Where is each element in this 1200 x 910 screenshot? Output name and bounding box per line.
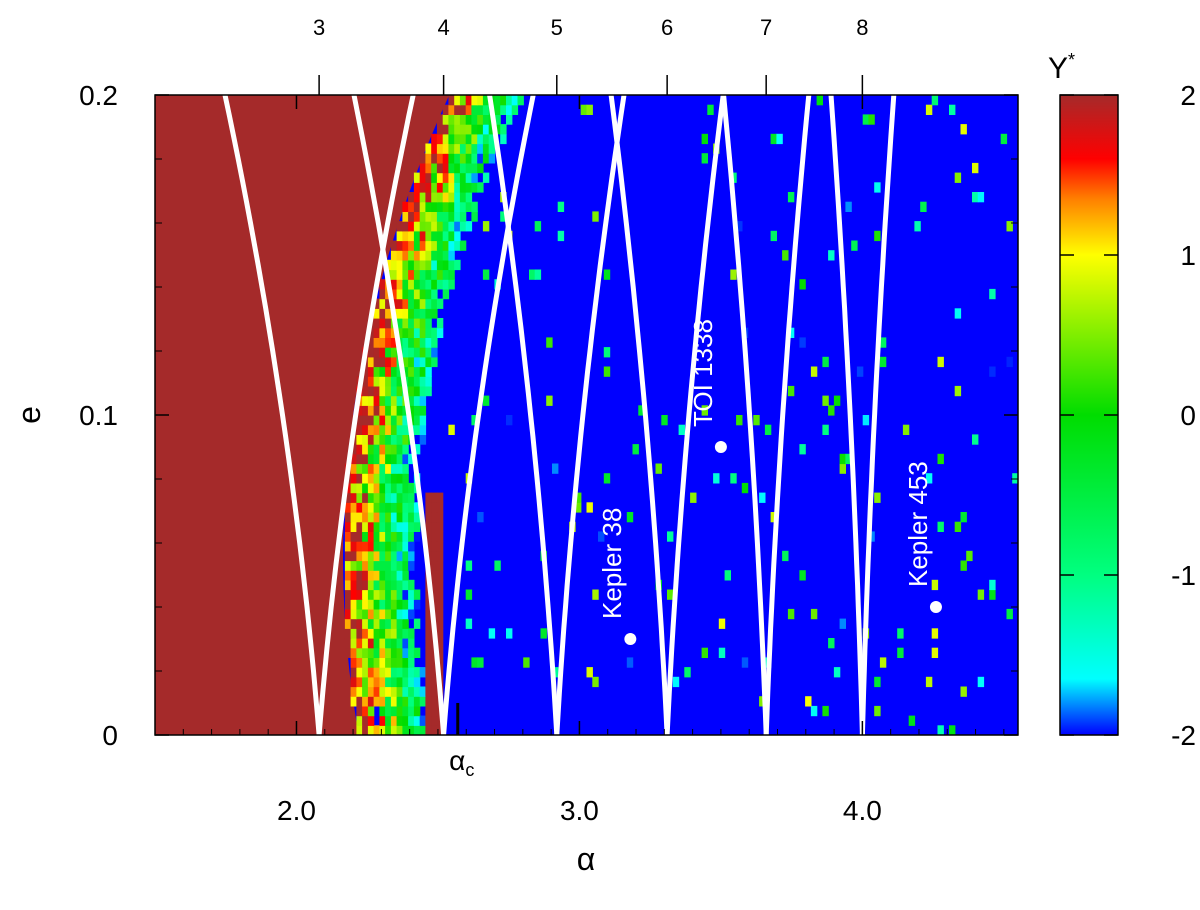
axis-ticks (155, 75, 1018, 736)
resonance-curve (351, 95, 447, 735)
resonance-curves (222, 95, 897, 735)
colorbar-tick-label: -1 (1171, 560, 1196, 591)
y-tick-label: 0.1 (79, 400, 118, 431)
x-tick-label: 3.0 (560, 795, 599, 826)
colorbar-title: Y* (1048, 50, 1075, 85)
resonance-curve (664, 95, 726, 735)
resonance-curve (721, 95, 769, 735)
top-tick-label: 4 (437, 15, 449, 40)
colorbar-tick-label: -2 (1171, 720, 1196, 751)
binary-systems: Kepler 38 TOI 1338 Kepler 453 (597, 319, 942, 645)
critical-alpha-label: αc (449, 745, 474, 780)
y-tick-label: 0 (102, 720, 118, 751)
colorbar-ticks: 2 1 0 -1 -2 (1060, 80, 1196, 751)
system-label: Kepler 453 (903, 461, 933, 587)
x-axis-title: α (577, 841, 596, 877)
resonance-curve (441, 95, 536, 735)
system-label: Kepler 38 (597, 508, 627, 619)
colorbar-tick-label: 1 (1180, 240, 1196, 271)
resonance-curve (763, 95, 812, 735)
colorbar: 2 1 0 -1 -2 Y* (1048, 50, 1196, 751)
unstable-region (155, 95, 450, 735)
resonance-curve (608, 95, 670, 735)
system-marker (714, 441, 727, 453)
top-tick-label: 7 (760, 15, 772, 40)
x-tick-label: 2.0 (277, 795, 316, 826)
resonance-curve (859, 95, 897, 735)
x-tick-label: 4.0 (843, 795, 882, 826)
y-axis-title: e (11, 406, 47, 424)
heatmap-cells (155, 95, 1018, 735)
stability-heatmap (155, 95, 1018, 735)
axis-tick-labels: 2.0 3.0 4.0 0 0.1 0.2 3 4 5 6 7 8 (79, 15, 882, 826)
resonance-curve (828, 95, 865, 735)
colorbar-tick-label: 2 (1180, 80, 1196, 111)
system-marker (929, 601, 942, 613)
top-tick-label: 3 (313, 15, 325, 40)
resonance-curve (316, 95, 416, 735)
top-tick-label: 6 (661, 15, 673, 40)
resonance-curve (554, 95, 627, 735)
y-tick-label: 0.2 (79, 80, 118, 111)
resonance-curve (222, 95, 322, 735)
resonance-curve (487, 95, 560, 735)
colorbar-tick-label: 0 (1180, 400, 1196, 431)
critical-alpha-marker: αc (449, 703, 474, 780)
system-label: TOI 1338 (688, 319, 718, 427)
top-tick-label: 8 (856, 15, 868, 40)
system-marker (624, 633, 637, 645)
top-tick-label: 5 (551, 15, 563, 40)
